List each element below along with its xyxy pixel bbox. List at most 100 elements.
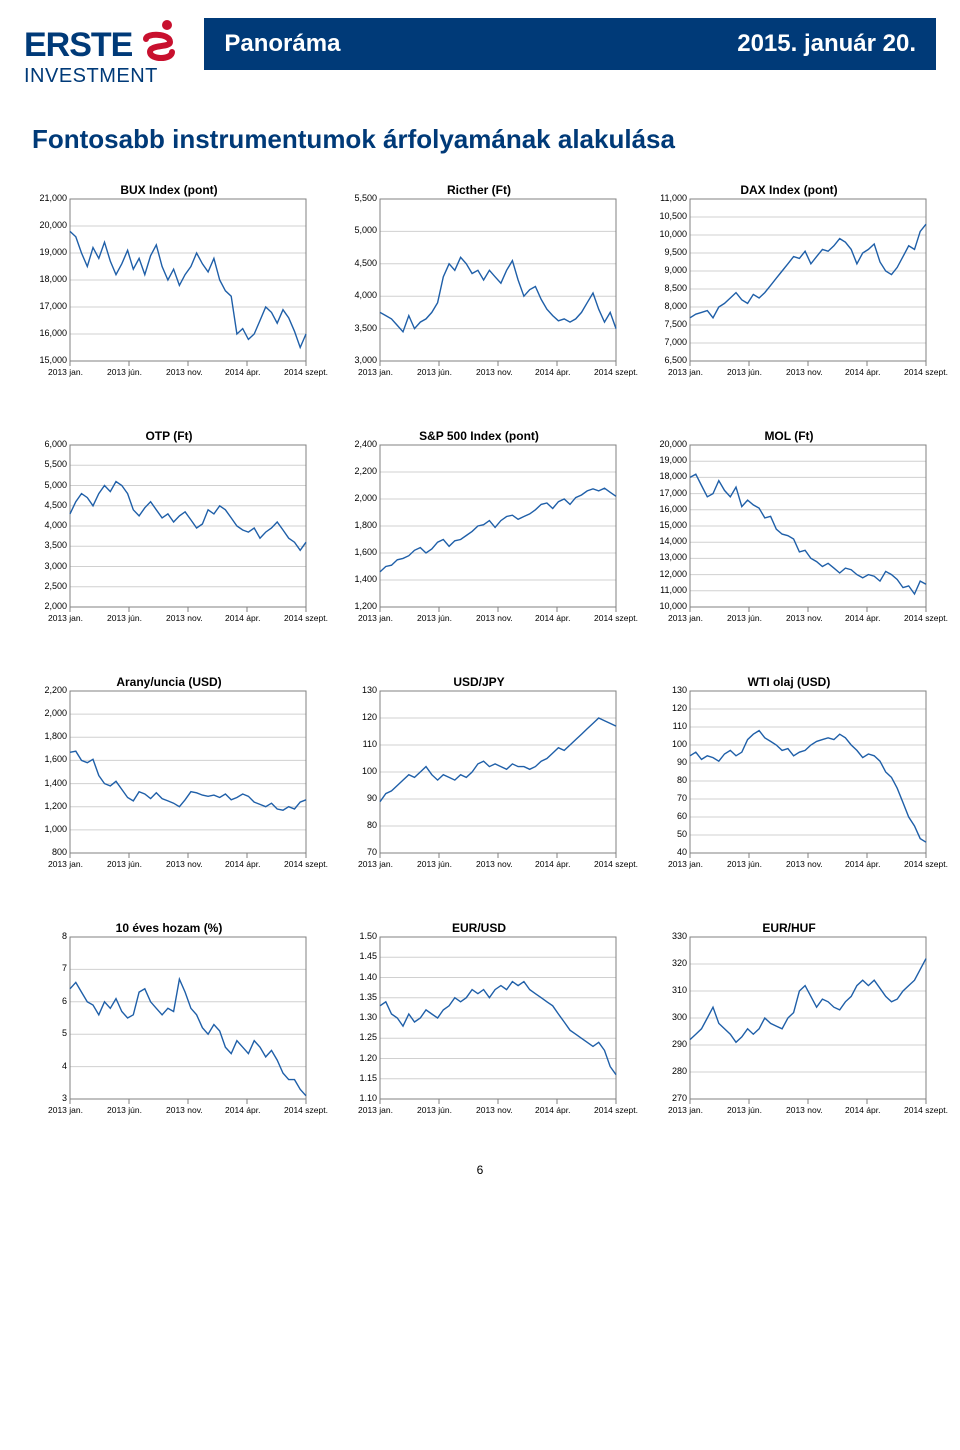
y-tick-label: 1.35 xyxy=(359,992,377,1002)
chart-title: OTP (Ft) xyxy=(26,429,312,443)
y-tick-label: 3,000 xyxy=(354,355,377,365)
x-tick-label: 2013 nov. xyxy=(476,613,513,623)
chart-grid: BUX Index (pont)15,00016,00017,00018,000… xyxy=(0,179,960,1155)
y-tick-label: 4,500 xyxy=(44,500,67,510)
y-tick-label: 16,000 xyxy=(39,328,67,338)
y-tick-label: 4,000 xyxy=(44,520,67,530)
y-tick-label: 3,000 xyxy=(44,561,67,571)
y-tick-label: 310 xyxy=(672,985,687,995)
data-line xyxy=(70,231,306,347)
x-tick-label: 2013 nov. xyxy=(166,367,203,377)
chart-title: WTI olaj (USD) xyxy=(646,675,932,689)
y-tick-label: 70 xyxy=(677,793,687,803)
chart: 10 éves hozam (%)3456782013 jan.2013 jún… xyxy=(26,917,312,1127)
y-tick-label: 90 xyxy=(367,793,377,803)
y-tick-label: 1.25 xyxy=(359,1032,377,1042)
y-tick-label: 6 xyxy=(62,996,67,1006)
chart: Arany/uncia (USD)8001,0001,2001,4001,600… xyxy=(26,671,312,881)
y-tick-label: 7,000 xyxy=(664,337,687,347)
y-tick-label: 2,500 xyxy=(44,581,67,591)
y-tick-label: 7 xyxy=(62,963,67,973)
chart-title: Ricther (Ft) xyxy=(336,183,622,197)
x-tick-label: 2014 ápr. xyxy=(845,859,880,869)
y-tick-label: 2,200 xyxy=(354,466,377,476)
x-tick-label: 2014 szept. xyxy=(594,859,638,869)
y-tick-label: 1.15 xyxy=(359,1073,377,1083)
y-tick-label: 17,000 xyxy=(659,488,687,498)
x-tick-label: 2013 jún. xyxy=(727,367,762,377)
data-line xyxy=(70,482,306,551)
y-tick-label: 8 xyxy=(62,931,67,941)
x-tick-label: 2013 jún. xyxy=(107,1105,142,1115)
title-bar: Panoráma 2015. január 20. xyxy=(204,18,936,70)
y-tick-label: 10,000 xyxy=(659,601,687,611)
y-tick-label: 80 xyxy=(367,820,377,830)
y-tick-label: 1,600 xyxy=(354,547,377,557)
x-tick-label: 2013 jún. xyxy=(107,859,142,869)
y-tick-label: 1,200 xyxy=(354,601,377,611)
x-tick-label: 2013 jún. xyxy=(417,367,452,377)
doc-date: 2015. január 20. xyxy=(737,30,916,58)
y-tick-label: 110 xyxy=(363,739,377,749)
y-tick-label: 4,500 xyxy=(354,258,377,268)
x-tick-label: 2014 ápr. xyxy=(845,1105,880,1115)
x-tick-label: 2014 ápr. xyxy=(535,367,570,377)
logo-brand-text: ERSTE xyxy=(24,26,132,65)
chart-title: USD/JPY xyxy=(336,675,622,689)
x-tick-label: 2014 szept. xyxy=(594,613,638,623)
chart-title: S&P 500 Index (pont) xyxy=(336,429,622,443)
x-tick-label: 2013 jan. xyxy=(358,859,393,869)
data-line xyxy=(380,488,616,572)
y-tick-label: 1.45 xyxy=(359,951,377,961)
y-tick-label: 1.30 xyxy=(359,1012,377,1022)
y-tick-label: 2,200 xyxy=(44,685,67,695)
y-tick-label: 60 xyxy=(677,811,687,821)
chart: WTI olaj (USD)40506070809010011012013020… xyxy=(646,671,932,881)
x-tick-label: 2014 szept. xyxy=(284,613,328,623)
x-tick-label: 2013 jún. xyxy=(107,367,142,377)
x-tick-label: 2013 jún. xyxy=(417,859,452,869)
y-tick-label: 1,400 xyxy=(44,778,67,788)
y-tick-label: 5,500 xyxy=(44,459,67,469)
y-tick-label: 15,000 xyxy=(659,520,687,530)
logo-s-icon xyxy=(140,28,176,64)
x-tick-label: 2013 jan. xyxy=(668,859,703,869)
x-tick-label: 2013 jan. xyxy=(358,1105,393,1115)
x-tick-label: 2013 jún. xyxy=(727,613,762,623)
y-tick-label: 320 xyxy=(672,958,687,968)
y-tick-label: 4,000 xyxy=(354,290,377,300)
y-tick-label: 1,400 xyxy=(354,574,377,584)
x-tick-label: 2014 ápr. xyxy=(535,1105,570,1115)
x-tick-label: 2013 nov. xyxy=(476,367,513,377)
x-tick-label: 2013 jún. xyxy=(727,859,762,869)
y-tick-label: 5,500 xyxy=(354,193,377,203)
chart: DAX Index (pont)6,5007,0007,5008,0008,50… xyxy=(646,179,932,389)
y-tick-label: 80 xyxy=(677,775,687,785)
y-tick-label: 1.10 xyxy=(359,1093,377,1103)
y-tick-label: 9,500 xyxy=(664,247,687,257)
y-tick-label: 800 xyxy=(52,847,67,857)
x-tick-label: 2013 nov. xyxy=(476,859,513,869)
x-tick-label: 2013 jan. xyxy=(48,613,83,623)
y-tick-label: 2,400 xyxy=(354,439,377,449)
y-tick-label: 300 xyxy=(672,1012,687,1022)
y-tick-label: 1,200 xyxy=(44,801,67,811)
chart: BUX Index (pont)15,00016,00017,00018,000… xyxy=(26,179,312,389)
x-tick-label: 2014 ápr. xyxy=(535,859,570,869)
y-tick-label: 16,000 xyxy=(659,504,687,514)
chart: S&P 500 Index (pont)1,2001,4001,6001,800… xyxy=(336,425,622,635)
chart: EUR/USD1.101.151.201.251.301.351.401.451… xyxy=(336,917,622,1127)
y-tick-label: 5,000 xyxy=(44,480,67,490)
header: ERSTE INVESTMENT Panoráma 2015. január 2… xyxy=(0,0,960,88)
data-line xyxy=(380,718,616,802)
y-tick-label: 20,000 xyxy=(659,439,687,449)
x-tick-label: 2014 szept. xyxy=(904,1105,948,1115)
x-tick-label: 2013 jún. xyxy=(417,613,452,623)
data-line xyxy=(70,979,306,1096)
x-tick-label: 2013 jan. xyxy=(668,613,703,623)
y-tick-label: 130 xyxy=(672,685,687,695)
y-tick-label: 130 xyxy=(362,685,377,695)
y-tick-label: 8,500 xyxy=(664,283,687,293)
data-line xyxy=(690,959,926,1043)
y-tick-label: 70 xyxy=(367,847,377,857)
